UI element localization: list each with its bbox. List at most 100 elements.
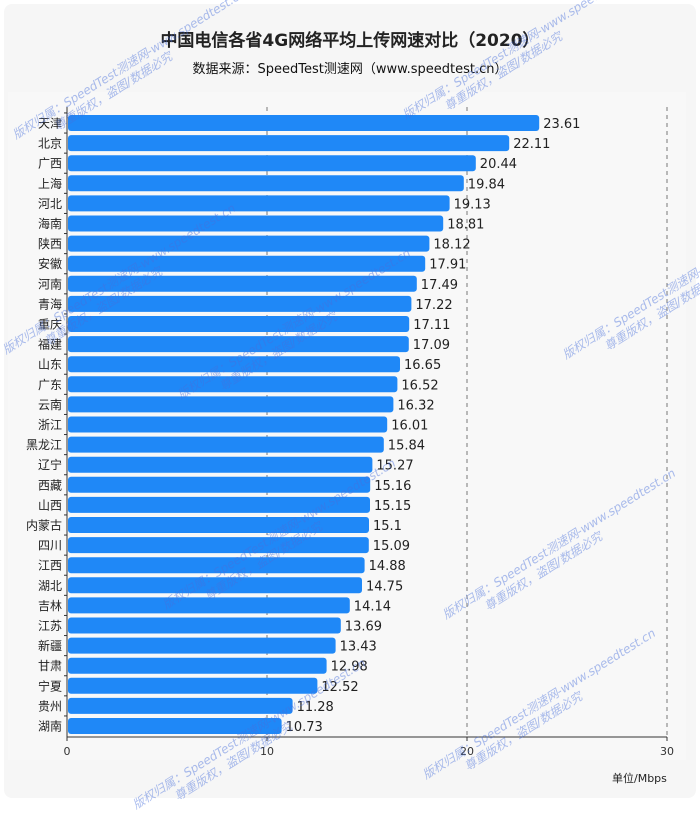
data-label: 17.09	[413, 338, 450, 353]
category-label: 宁夏	[38, 678, 62, 693]
category-label: 陕西	[38, 236, 62, 251]
category-label: 辽宁	[38, 457, 62, 472]
bar	[68, 275, 417, 292]
chart-title: 中国电信各省4G网络平均上传网速对比（2020）	[160, 31, 540, 51]
x-tick-label: 10	[260, 745, 274, 758]
category-label: 河南	[38, 276, 62, 291]
bar	[68, 517, 369, 533]
data-label: 16.32	[397, 398, 434, 413]
bar	[68, 456, 373, 473]
bar-chart: 0 10 20 30 天津 23.61 北京 22.11 广西 20.44 上海 19.84 河北 19.…	[26, 107, 674, 758]
category-label: 福建	[38, 337, 62, 352]
category-label: 贵州	[38, 699, 62, 713]
bar	[68, 677, 318, 694]
category-label: 上海	[38, 176, 62, 191]
data-label: 16.01	[391, 419, 428, 434]
category-label: 甘肃	[38, 659, 62, 673]
data-label: 22.11	[513, 137, 550, 152]
category-label: 北京	[38, 137, 62, 151]
bar	[68, 255, 426, 272]
data-label: 14.75	[366, 579, 403, 594]
category-label: 黑龙江	[26, 438, 62, 452]
category-label: 青海	[38, 296, 62, 311]
data-label: 23.61	[543, 117, 580, 132]
bar	[68, 155, 476, 172]
data-label: 13.69	[345, 620, 382, 635]
bar	[68, 557, 365, 574]
data-label: 18.12	[433, 238, 470, 253]
category-label: 内蒙古	[26, 518, 62, 533]
category-label: 四川	[38, 539, 62, 553]
data-label: 18.81	[447, 218, 484, 233]
bar	[68, 476, 371, 493]
data-label: 19.84	[468, 177, 505, 192]
category-label: 新疆	[38, 638, 62, 653]
bar	[68, 175, 464, 192]
category-label: 山东	[38, 358, 62, 372]
bar	[68, 336, 409, 353]
data-label: 14.88	[369, 559, 406, 574]
category-label: 河北	[38, 197, 62, 211]
data-label: 15.15	[374, 499, 411, 514]
bar	[68, 115, 540, 131]
data-label: 16.65	[404, 358, 441, 373]
bar	[68, 376, 398, 393]
category-label: 湖北	[38, 578, 62, 593]
x-tick-label: 0	[64, 745, 71, 758]
data-label: 10.73	[286, 720, 323, 735]
data-label: 19.13	[454, 197, 491, 212]
bar	[68, 577, 362, 594]
bar	[68, 496, 370, 513]
data-label: 17.22	[415, 298, 452, 313]
bar	[68, 697, 293, 714]
category-label: 吉林	[38, 599, 62, 613]
data-label: 20.44	[480, 157, 517, 172]
chart-subtitle: 数据来源：SpeedTest测速网（www.speedtest.cn）	[192, 62, 508, 77]
x-tick-label: 20	[460, 745, 474, 758]
data-label: 15.27	[376, 459, 413, 474]
bar	[68, 416, 388, 433]
data-label: 15.09	[373, 539, 410, 554]
bar	[68, 235, 430, 252]
category-label: 安徽	[38, 256, 62, 271]
bar	[68, 135, 510, 152]
data-label: 17.91	[429, 258, 466, 273]
bar	[68, 195, 450, 212]
bar	[68, 718, 282, 734]
data-label: 15.16	[374, 479, 411, 494]
data-label: 13.43	[340, 640, 377, 655]
category-label: 湖南	[38, 719, 62, 734]
bar	[68, 657, 327, 674]
bar	[68, 396, 394, 413]
category-label: 广东	[38, 378, 62, 392]
data-label: 17.49	[421, 278, 458, 293]
bar	[68, 637, 336, 654]
category-label: 西藏	[38, 478, 62, 492]
bar	[68, 597, 350, 614]
data-label: 12.98	[331, 660, 368, 675]
data-label: 14.14	[354, 599, 391, 614]
data-label: 12.52	[321, 680, 358, 695]
category-label: 江苏	[38, 619, 62, 633]
data-label: 11.28	[297, 700, 334, 715]
category-label: 山西	[38, 498, 62, 512]
bar	[68, 537, 369, 554]
bar	[68, 316, 410, 332]
data-label: 16.52	[401, 378, 438, 393]
bar	[68, 295, 412, 312]
category-label: 江西	[38, 559, 62, 573]
bar	[68, 617, 341, 634]
category-label: 重庆	[38, 318, 62, 332]
data-label: 15.84	[388, 439, 425, 454]
bar	[68, 356, 400, 373]
data-label: 15.1	[373, 519, 402, 534]
data-label: 17.11	[413, 318, 450, 333]
unit-label: 单位/Mbps	[612, 772, 667, 785]
category-label: 云南	[38, 397, 62, 412]
category-label: 广西	[38, 157, 62, 171]
category-label: 天津	[38, 117, 62, 131]
bar	[68, 436, 384, 453]
bar	[68, 215, 444, 232]
x-tick-label: 30	[660, 745, 674, 758]
category-label: 海南	[38, 216, 62, 231]
